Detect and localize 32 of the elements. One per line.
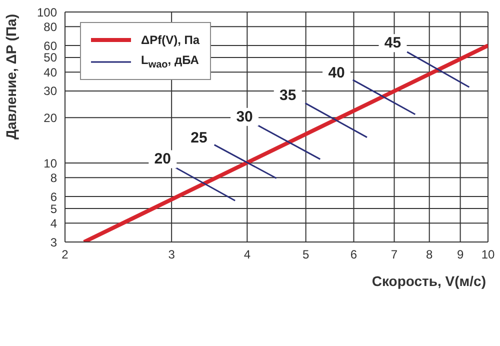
y-tick-label: 80	[44, 20, 58, 34]
x-axis-title: Скорость, V(м/с)	[372, 273, 486, 289]
legend-label: ΔPf(V), Па	[141, 33, 200, 47]
y-tick-label: 8	[50, 170, 58, 185]
y-tick-label: 20	[44, 110, 58, 125]
y-axis-title: Давление, ΔP (Па)	[3, 14, 19, 140]
y-tick-label: 4	[50, 216, 58, 230]
annotation: 45	[384, 34, 402, 52]
annotation: 20	[154, 150, 171, 168]
y-tick-label: 40	[44, 65, 58, 80]
x-tick-label: 4	[244, 248, 251, 262]
annotation: 25	[190, 130, 208, 147]
x-tick-label: 7	[390, 248, 398, 262]
x-tick-label: 2	[62, 248, 69, 262]
y-tick-label: 50	[44, 50, 58, 65]
y-tick-label: 60	[44, 38, 58, 53]
y-tick-label: 6	[50, 190, 58, 204]
y-tick-label: 30	[44, 84, 58, 98]
x-tick-label: 8	[426, 248, 434, 262]
y-tick-label: 5	[50, 202, 58, 216]
legend-label: L$_{wao}$, дБА	[141, 53, 199, 71]
x-tick-label: 6	[350, 248, 358, 262]
annotation: 40	[328, 64, 345, 82]
x-tick-label: 10	[481, 248, 495, 262]
x-tick-label: 9	[456, 248, 464, 262]
x-tick-label: 3	[168, 248, 176, 262]
annotation: 30	[236, 108, 253, 126]
y-tick-label: 100	[36, 5, 58, 20]
y-tick-label: 10	[44, 156, 58, 170]
y-tick-label: 3	[50, 235, 58, 250]
x-tick-label: 5	[302, 248, 310, 262]
annotation: 35	[280, 86, 296, 104]
